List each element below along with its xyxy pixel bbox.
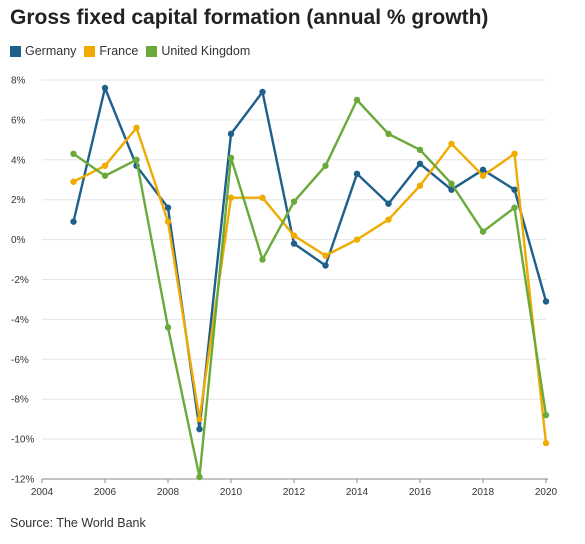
x-tick-label: 2008 (157, 487, 180, 498)
data-point-germany (101, 84, 109, 92)
x-tick-label: 2012 (283, 487, 306, 498)
legend-swatch-united-kingdom (146, 45, 158, 57)
data-point-germany (416, 160, 424, 167)
data-point-france (227, 194, 235, 201)
data-point-united-kingdom (290, 198, 298, 205)
data-point-germany (322, 262, 329, 269)
data-point-united-kingdom (164, 324, 172, 331)
data-point-france (385, 216, 392, 223)
data-point-germany (196, 425, 203, 433)
x-tick-label: 2018 (472, 487, 495, 498)
data-point-france (479, 172, 487, 179)
data-point-germany (542, 298, 550, 305)
series-line-united-kingdom (72, 98, 548, 479)
data-point-germany (479, 166, 487, 173)
data-point-france (196, 415, 203, 423)
legend-item-germany[interactable]: Germany (10, 44, 76, 58)
data-point-france (70, 178, 77, 185)
data-point-germany (290, 240, 298, 247)
data-point-united-kingdom (416, 146, 424, 154)
y-tick-label: 4% (11, 155, 26, 166)
data-point-germany (385, 200, 392, 207)
data-point-france (353, 236, 361, 243)
x-tick-label: 2004 (31, 487, 54, 498)
x-tick-label: 2006 (94, 487, 117, 498)
y-tick-label: -2% (11, 275, 29, 286)
data-point-united-kingdom (385, 130, 392, 138)
series-line-germany (72, 86, 548, 431)
data-point-france (448, 140, 455, 148)
data-point-germany (164, 204, 172, 211)
data-point-germany (511, 186, 518, 193)
y-tick-label: -6% (11, 355, 29, 366)
y-tick-label: -12% (11, 475, 34, 486)
chart-title: Gross fixed capital formation (annual % … (10, 6, 489, 29)
data-point-united-kingdom (511, 204, 518, 211)
data-point-germany (227, 130, 235, 138)
x-tick-label: 2010 (220, 487, 243, 498)
y-tick-label: -10% (11, 435, 34, 446)
data-point-united-kingdom (479, 228, 487, 235)
data-point-united-kingdom (101, 172, 109, 179)
legend-swatch-germany (10, 45, 21, 57)
data-point-united-kingdom (542, 411, 550, 419)
data-point-france (416, 182, 424, 189)
y-tick-label: 2% (11, 195, 26, 206)
data-point-france (133, 124, 140, 132)
data-point-germany (70, 218, 77, 225)
data-point-france (164, 218, 172, 225)
y-tick-label: 6% (11, 115, 26, 126)
data-point-germany (259, 88, 266, 96)
legend-item-france[interactable]: France (84, 44, 138, 58)
data-point-united-kingdom (70, 150, 77, 158)
legend-label-france: France (99, 44, 139, 58)
legend-label-germany: Germany (25, 44, 77, 58)
y-tick-label: 8% (11, 76, 26, 87)
data-point-france (511, 150, 518, 158)
y-tick-label: -8% (11, 395, 29, 406)
data-point-france (290, 232, 298, 239)
x-tick-label: 2020 (535, 487, 558, 498)
source-note: Source: The World Bank (10, 516, 146, 530)
data-point-united-kingdom (322, 162, 329, 169)
y-tick-label: -4% (11, 315, 29, 326)
data-point-united-kingdom (196, 473, 203, 481)
data-point-france (322, 252, 329, 259)
y-tick-label: 0% (11, 235, 26, 246)
data-point-germany (353, 170, 361, 177)
data-point-united-kingdom (227, 154, 235, 162)
data-point-united-kingdom (259, 256, 266, 263)
legend-swatch-france (84, 45, 96, 57)
x-tick-label: 2014 (346, 487, 369, 498)
data-point-france (101, 162, 109, 169)
data-point-united-kingdom (448, 180, 455, 187)
legend: Germany France United Kingdom (10, 44, 258, 58)
data-point-france (542, 439, 550, 447)
legend-item-united-kingdom[interactable]: United Kingdom (146, 44, 250, 58)
series-line-france (72, 126, 548, 445)
x-tick-label: 2016 (409, 487, 432, 498)
data-point-united-kingdom (133, 156, 140, 163)
data-point-france (259, 194, 266, 201)
legend-label-united-kingdom: United Kingdom (161, 44, 251, 58)
data-point-united-kingdom (353, 96, 361, 104)
